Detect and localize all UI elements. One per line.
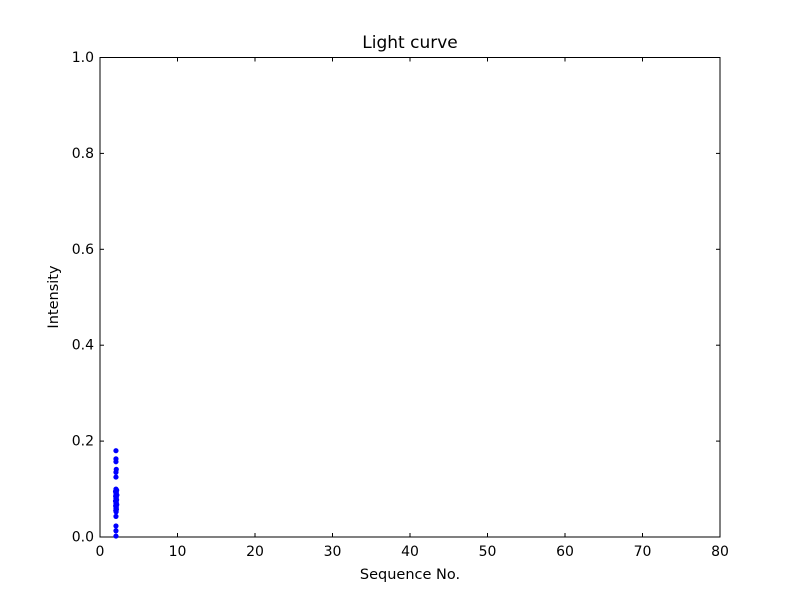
x-tick-label: 50 [479,544,497,560]
x-tick-label: 10 [169,544,187,560]
x-tick-label: 60 [556,544,574,560]
data-point [113,523,119,529]
y-axis-label: Intensity [46,265,62,329]
y-tick-label: 0.8 [72,146,94,162]
y-tick-label: 0.0 [72,530,94,546]
plot-frame [99,57,721,538]
data-point [113,448,119,454]
data-point [113,459,119,465]
data-point [113,513,119,519]
x-tick-label: 20 [246,544,264,560]
y-tick-label: 0.2 [72,434,94,450]
data-point [113,509,119,515]
x-tick-label: 30 [324,544,342,560]
data-point [113,474,119,480]
chart-title: Light curve [362,33,458,53]
x-tick-label: 80 [711,544,729,560]
data-point [113,528,119,534]
x-tick-label: 0 [96,544,105,560]
x-tick-label: 40 [401,544,419,560]
data-point [113,533,119,539]
y-tick-label: 0.4 [72,338,94,354]
data-point [113,469,119,475]
x-tick-label: 70 [634,544,652,560]
y-tick-label: 0.6 [72,242,94,258]
x-axis-label: Sequence No. [359,567,461,583]
y-tick-label: 1.0 [72,50,94,66]
